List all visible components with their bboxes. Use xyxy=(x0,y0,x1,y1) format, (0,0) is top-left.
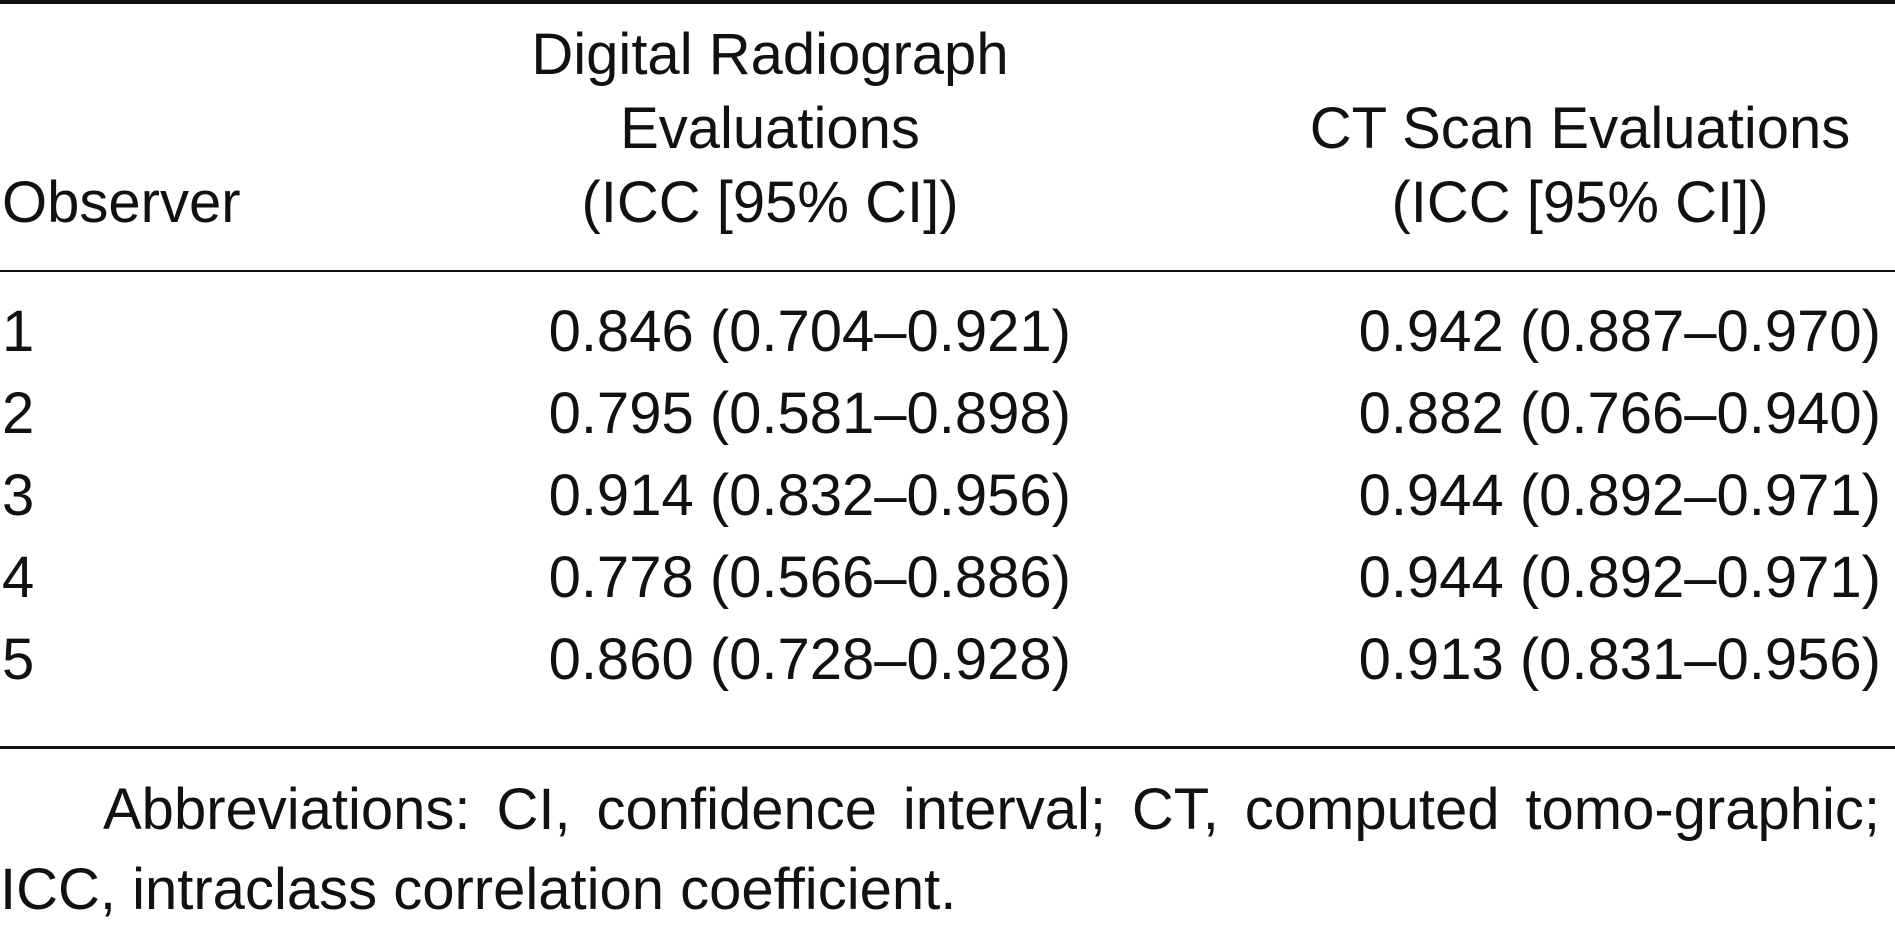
ct-scan-cell: 0.944 (0.892–0.971) xyxy=(1358,463,1881,528)
observer-cell: 2 xyxy=(2,381,35,446)
header-digital-radiograph-line-1: Digital Radiograph xyxy=(531,22,1009,87)
table-row: 1 0.846 (0.704–0.921) 0.942 (0.887–0.970… xyxy=(0,290,1895,374)
table-row: 3 0.914 (0.832–0.956) 0.944 (0.892–0.971… xyxy=(0,454,1895,538)
table-row: 4 0.778 (0.566–0.886) 0.944 (0.892–0.971… xyxy=(0,536,1895,620)
digital-radiograph-cell: 0.846 (0.704–0.921) xyxy=(548,299,1071,364)
observer-cell: 3 xyxy=(2,463,35,528)
header-ct-scan-line-1: CT Scan Evaluations xyxy=(1309,96,1851,161)
digital-radiograph-cell: 0.860 (0.728–0.928) xyxy=(548,627,1071,692)
digital-radiograph-cell: 0.795 (0.581–0.898) xyxy=(548,381,1071,446)
header-digital-radiograph-line-3: (ICC [95% CI]) xyxy=(581,170,959,235)
table-row: 2 0.795 (0.581–0.898) 0.882 (0.766–0.940… xyxy=(0,372,1895,456)
observer-cell: 5 xyxy=(2,627,35,692)
digital-radiograph-cell: 0.914 (0.832–0.956) xyxy=(548,463,1071,528)
table-top-rule xyxy=(0,0,1895,4)
ct-scan-cell: 0.913 (0.831–0.956) xyxy=(1358,627,1881,692)
table-row: 5 0.860 (0.728–0.928) 0.913 (0.831–0.956… xyxy=(0,618,1895,702)
ct-scan-cell: 0.882 (0.766–0.940) xyxy=(1358,381,1881,446)
digital-radiograph-cell: 0.778 (0.566–0.886) xyxy=(548,545,1071,610)
observer-cell: 4 xyxy=(2,545,35,610)
header-ct-scan: CT Scan Evaluations (ICC [95% CI]) xyxy=(1265,92,1895,240)
header-observer: Observer xyxy=(2,170,241,235)
ct-scan-cell: 0.944 (0.892–0.971) xyxy=(1358,545,1881,610)
header-rule xyxy=(0,270,1895,272)
table-bottom-rule xyxy=(0,746,1895,749)
observer-cell: 1 xyxy=(2,299,35,364)
table-footnote: Abbreviations: CI, confidence interval; … xyxy=(0,777,1880,922)
ct-scan-cell: 0.942 (0.887–0.970) xyxy=(1358,299,1881,364)
header-digital-radiograph: Digital Radiograph Evaluations (ICC [95%… xyxy=(470,18,1070,240)
header-ct-scan-line-2: (ICC [95% CI]) xyxy=(1391,170,1769,235)
header-digital-radiograph-line-2: Evaluations xyxy=(620,96,920,161)
